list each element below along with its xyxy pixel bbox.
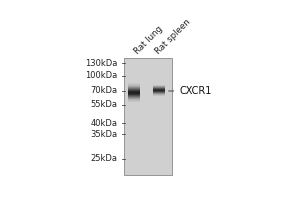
Bar [128, 95, 140, 96]
Bar [128, 90, 140, 91]
Bar [128, 87, 140, 88]
Bar [128, 97, 140, 98]
Bar [128, 84, 140, 85]
Text: Rat spleen: Rat spleen [153, 18, 192, 56]
Bar [128, 98, 140, 99]
Bar [128, 99, 140, 100]
Text: 130kDa: 130kDa [85, 59, 118, 68]
Text: 35kDa: 35kDa [91, 130, 118, 139]
Text: Rat lung: Rat lung [132, 25, 164, 56]
Text: 100kDa: 100kDa [85, 71, 118, 80]
Bar [128, 94, 140, 95]
Bar [128, 92, 140, 93]
Bar [124, 58, 172, 175]
Bar [128, 91, 140, 92]
Bar [128, 88, 140, 89]
Bar [128, 83, 140, 84]
Bar [128, 93, 140, 94]
Bar [128, 101, 140, 102]
Bar [128, 100, 140, 101]
Text: 70kDa: 70kDa [91, 86, 118, 95]
Bar [128, 96, 140, 97]
Text: CXCR1: CXCR1 [169, 86, 212, 96]
Bar [128, 85, 140, 86]
Bar [128, 89, 140, 90]
Bar [128, 86, 140, 87]
Text: 40kDa: 40kDa [91, 119, 118, 128]
Text: 55kDa: 55kDa [91, 100, 118, 109]
Text: 25kDa: 25kDa [91, 154, 118, 163]
